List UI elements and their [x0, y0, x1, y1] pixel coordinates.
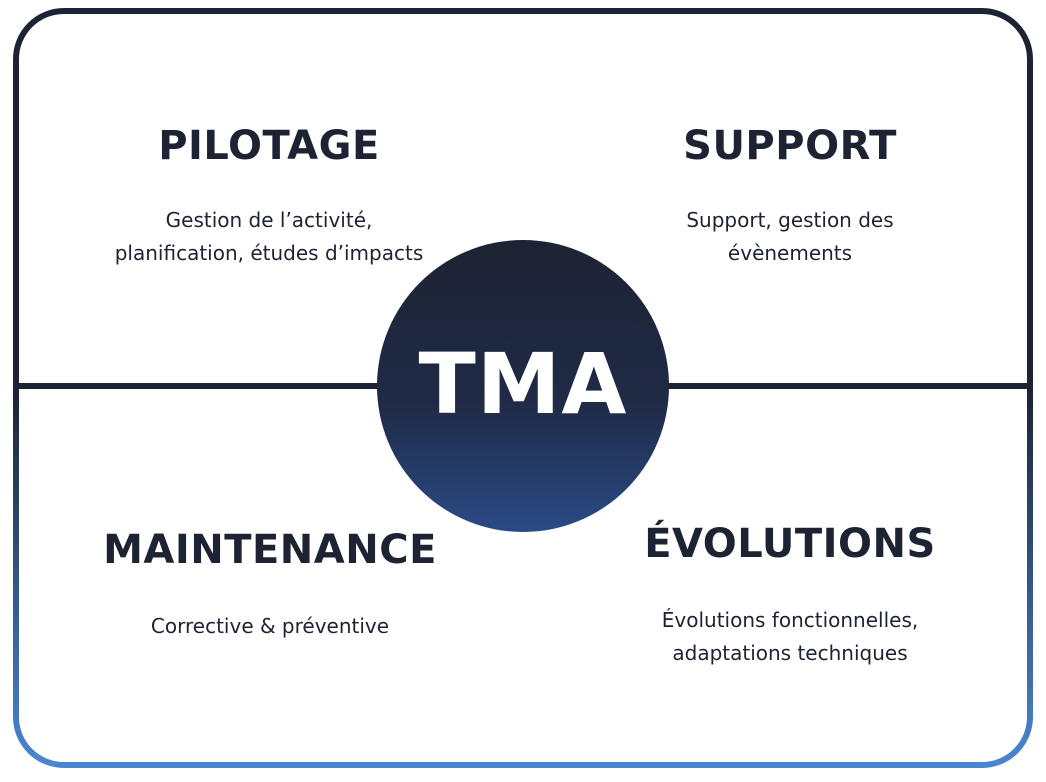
quadrant-description: Gestion de l’activité, planification, ét…: [60, 204, 478, 270]
quadrant-description: Évolutions fonctionnelles, adaptations t…: [580, 604, 1000, 670]
description-line: adaptations techniques: [672, 641, 908, 665]
center-label: TMA: [418, 335, 628, 433]
description-line: Évolutions fonctionnelles,: [661, 608, 919, 632]
description-line: Gestion de l’activité,: [165, 208, 373, 232]
description-line: évènements: [727, 241, 853, 265]
description-line: Corrective & préventive: [150, 614, 390, 638]
quadrant-title: MAINTENANCE: [103, 527, 437, 573]
quadrant-pilotage: PILOTAGE Gestion de l’activité, planific…: [60, 122, 478, 270]
quadrant-description: Support, gestion des évènements: [580, 204, 1000, 270]
description-line: Support, gestion des: [686, 208, 894, 232]
quadrant-title: PILOTAGE: [158, 123, 380, 169]
quadrant-title: SUPPORT: [683, 123, 897, 169]
description-line: planification, études d’impacts: [114, 241, 424, 265]
quadrant-support: SUPPORT Support, gestion des évènements: [580, 122, 1000, 270]
quadrant-description: Corrective & préventive: [60, 610, 480, 643]
quadrant-title: ÉVOLUTIONS: [644, 521, 936, 567]
quadrant-evolutions: ÉVOLUTIONS Évolutions fonctionnelles, ad…: [580, 520, 1000, 670]
quadrant-maintenance: MAINTENANCE Corrective & préventive: [60, 526, 480, 643]
center-circle: [377, 240, 669, 532]
